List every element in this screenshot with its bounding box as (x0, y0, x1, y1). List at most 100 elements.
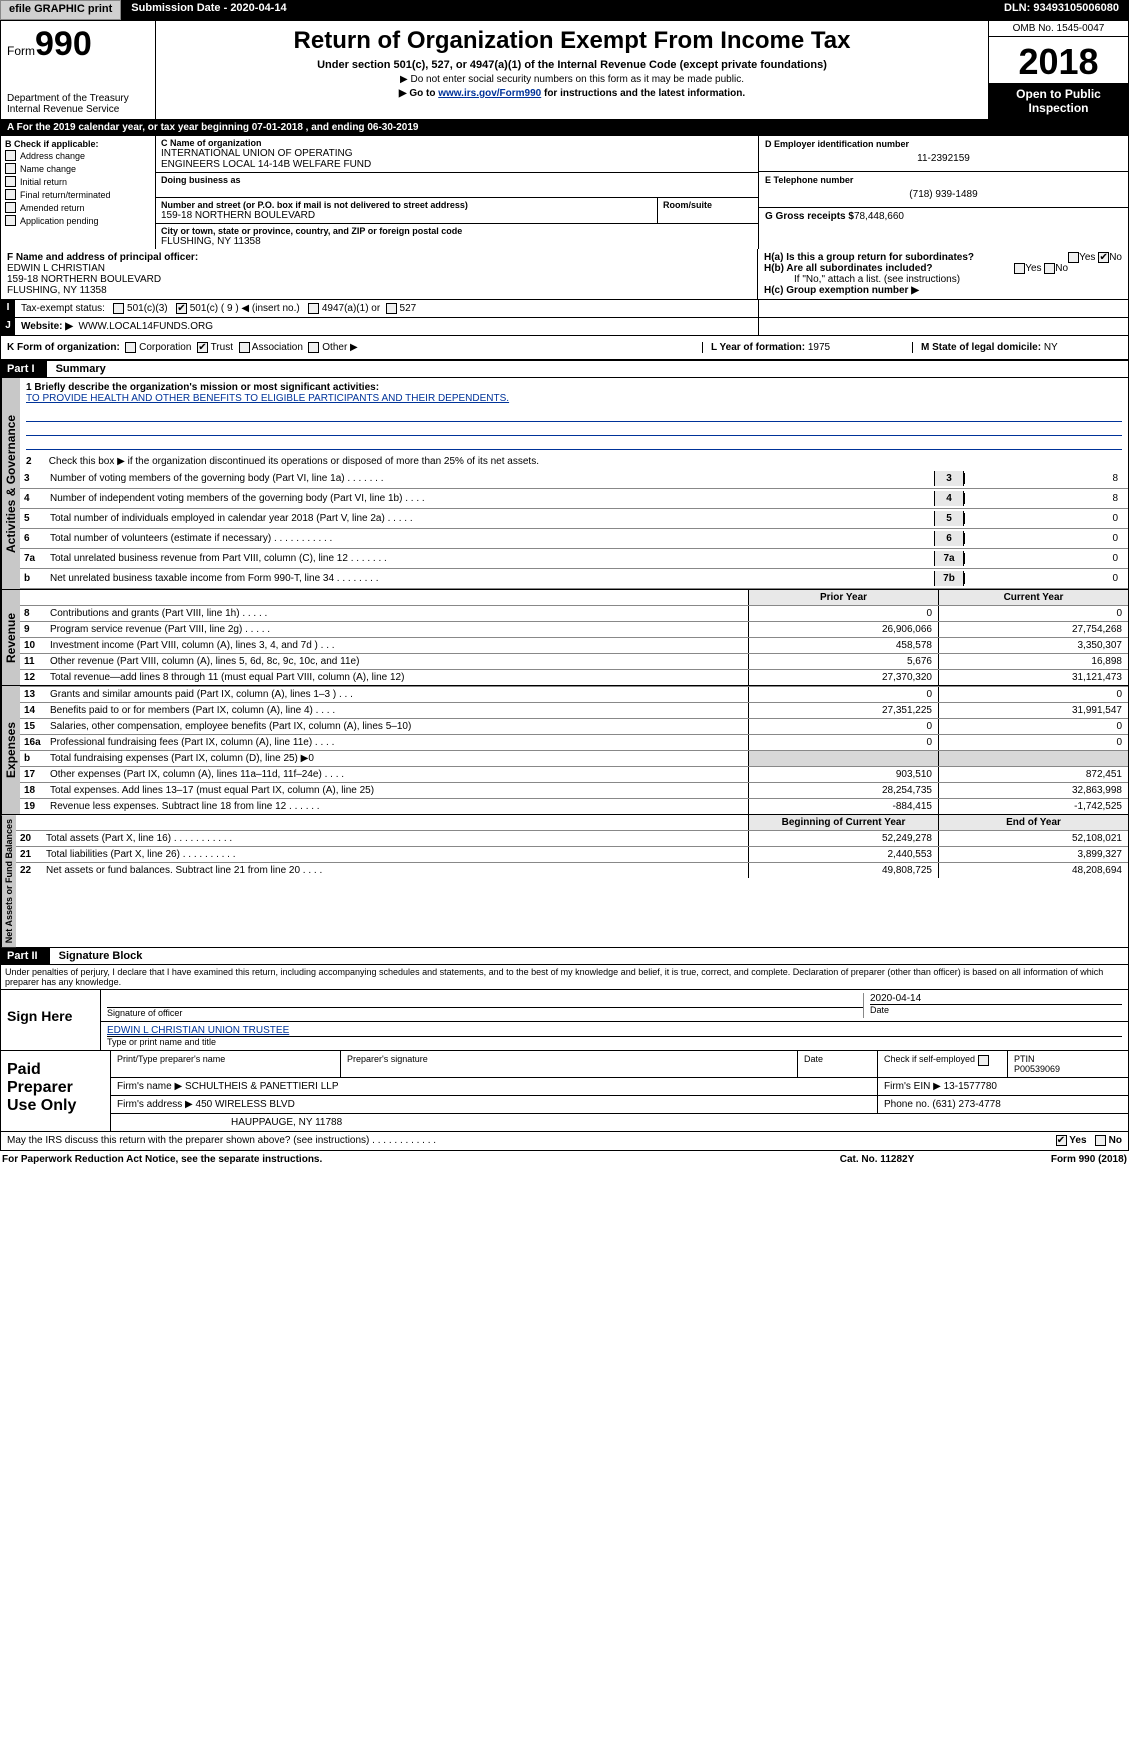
prep-row-4: HAUPPAUGE, NY 11788 (111, 1114, 1128, 1131)
row-j-marker: J (1, 318, 15, 335)
opt-trust: Trust (211, 342, 233, 353)
current-val: 31,121,473 (938, 670, 1128, 685)
no-label: No (1109, 252, 1122, 263)
checkbox-icon[interactable] (386, 303, 397, 314)
summary-line: 7aTotal unrelated business revenue from … (20, 549, 1128, 569)
block-governance: Activities & Governance 1 Briefly descri… (0, 378, 1129, 589)
current-val: 3,899,327 (938, 847, 1128, 862)
sign-cells: Signature of officer 2020-04-14 Date EDW… (101, 990, 1128, 1050)
line-num: 15 (20, 719, 46, 734)
officer-city: FLUSHING, NY 11358 (7, 285, 107, 296)
checkbox-icon[interactable] (5, 215, 16, 226)
line-desc: Net assets or fund balances. Subtract li… (42, 863, 748, 878)
officer-label: F Name and address of principal officer: (7, 252, 198, 263)
line-desc: Salaries, other compensation, employee b… (46, 719, 748, 734)
hb-label: H(b) Are all subordinates included? (764, 263, 933, 274)
checkbox-icon[interactable] (239, 342, 250, 353)
l-label: L Year of formation: (711, 342, 805, 353)
prior-val: 0 (748, 606, 938, 621)
year-formation-cell: L Year of formation: 1975 (702, 342, 912, 353)
prior-val: 458,578 (748, 638, 938, 653)
line-num: 7a (24, 553, 50, 564)
line-num: 19 (20, 799, 46, 814)
checkbox-icon[interactable] (1068, 252, 1079, 263)
checkbox-icon[interactable] (978, 1055, 989, 1066)
prep-sig-label: Preparer's signature (341, 1051, 798, 1077)
line-val: 8 (964, 473, 1124, 484)
hb-note: If "No," attach a list. (see instruction… (764, 274, 1122, 285)
officer-cell: F Name and address of principal officer:… (1, 249, 758, 299)
line-num: 5 (24, 513, 50, 524)
page-footer: For Paperwork Reduction Act Notice, see … (0, 1151, 1129, 1168)
checkbox-icon[interactable] (1095, 1135, 1106, 1146)
type-name-label: Type or print name and title (107, 1036, 1122, 1047)
tel-label: E Telephone number (765, 175, 1122, 185)
perjury-text: Under penalties of perjury, I declare th… (0, 965, 1129, 989)
checkbox-icon[interactable] (113, 303, 124, 314)
checkbox-icon[interactable] (5, 189, 16, 200)
form-prefix: Form (7, 44, 35, 58)
hc-line: H(c) Group exemption number ▶ (764, 285, 1122, 296)
efile-button[interactable]: efile GRAPHIC print (0, 0, 121, 20)
firm-name-label: Firm's name ▶ (117, 1081, 182, 1092)
prior-val (748, 751, 938, 766)
checkbox-icon[interactable] (5, 176, 16, 187)
preparer-label: Paid Preparer Use Only (1, 1051, 111, 1131)
checkbox-icon[interactable] (5, 150, 16, 161)
check-self-text: Check if self-employed (884, 1054, 975, 1064)
dept-irs: Internal Revenue Service (7, 104, 149, 115)
prior-val: 0 (748, 719, 938, 734)
yes-label: Yes (1069, 1136, 1086, 1147)
ha-line: H(a) Is this a group return for subordin… (764, 252, 1122, 263)
checkbox-checked-icon[interactable] (1056, 1135, 1067, 1146)
firm-ein-label: Firm's EIN ▶ (884, 1081, 941, 1092)
omb-number: OMB No. 1545-0047 (989, 21, 1128, 37)
rev-col-head: Prior Year Current Year (20, 590, 1128, 605)
checkbox-icon[interactable] (5, 202, 16, 213)
row-i-right-empty (758, 300, 1128, 317)
checkbox-checked-icon[interactable] (1098, 252, 1109, 263)
prep-row-1: Print/Type preparer's name Preparer's si… (111, 1051, 1128, 1078)
governance-body: 1 Briefly describe the organization's mi… (20, 378, 1128, 589)
prior-val: 0 (748, 735, 938, 750)
gross-label: G Gross receipts $ (765, 211, 854, 222)
checkbox-icon[interactable] (5, 163, 16, 174)
firm-addr2: HAUPPAUGE, NY 11788 (111, 1114, 1128, 1131)
line-num: 16a (20, 735, 46, 750)
org-name-2: ENGINEERS LOCAL 14-14B WELFARE FUND (161, 159, 753, 170)
prior-year-head: Prior Year (748, 590, 938, 605)
checkbox-icon[interactable] (1044, 263, 1055, 274)
checkbox-checked-icon[interactable] (197, 342, 208, 353)
line-val: 0 (964, 573, 1124, 584)
current-val: 32,863,998 (938, 783, 1128, 798)
summary-line: 20Total assets (Part X, line 16) . . . .… (16, 830, 1128, 846)
ein-cell: D Employer identification number 11-2392… (759, 136, 1128, 172)
gov-lines-container: 3Number of voting members of the governi… (20, 469, 1128, 589)
prep-name-label: Print/Type preparer's name (111, 1051, 341, 1077)
m-label: M State of legal domicile: (921, 342, 1041, 353)
org-name-label: C Name of organization (161, 138, 753, 148)
subtitle-3: ▶ Go to www.irs.gov/Form990 for instruct… (166, 88, 978, 99)
irs-link[interactable]: www.irs.gov/Form990 (438, 88, 541, 99)
sub3-post: for instructions and the latest informat… (541, 88, 745, 99)
block-expenses: Expenses 13Grants and similar amounts pa… (0, 685, 1129, 814)
checkbox-checked-icon[interactable] (176, 303, 187, 314)
discuss-yesno: Yes No (1056, 1135, 1123, 1146)
q2-block: 2 Check this box ▶ if the organization d… (20, 450, 1128, 469)
checkbox-icon[interactable] (125, 342, 136, 353)
summary-line: 19Revenue less expenses. Subtract line 1… (20, 798, 1128, 814)
checkbox-icon[interactable] (1014, 263, 1025, 274)
row-i-marker: I (1, 300, 15, 317)
opt-501c3: 501(c)(3) (127, 303, 168, 314)
summary-line: 17Other expenses (Part IX, column (A), l… (20, 766, 1128, 782)
line-desc: Total assets (Part X, line 16) . . . . .… (42, 831, 748, 846)
checkbox-icon[interactable] (308, 303, 319, 314)
line-box: 6 (934, 531, 964, 546)
summary-line: 15Salaries, other compensation, employee… (20, 718, 1128, 734)
website-label: Website: ▶ (21, 321, 73, 332)
checkbox-icon[interactable] (308, 342, 319, 353)
officer-street: 159-18 NORTHERN BOULEVARD (7, 274, 161, 285)
cb-final-return: Final return/terminated (5, 188, 151, 201)
form-number: Form990 (7, 25, 149, 64)
summary-line: 3Number of voting members of the governi… (20, 469, 1128, 489)
